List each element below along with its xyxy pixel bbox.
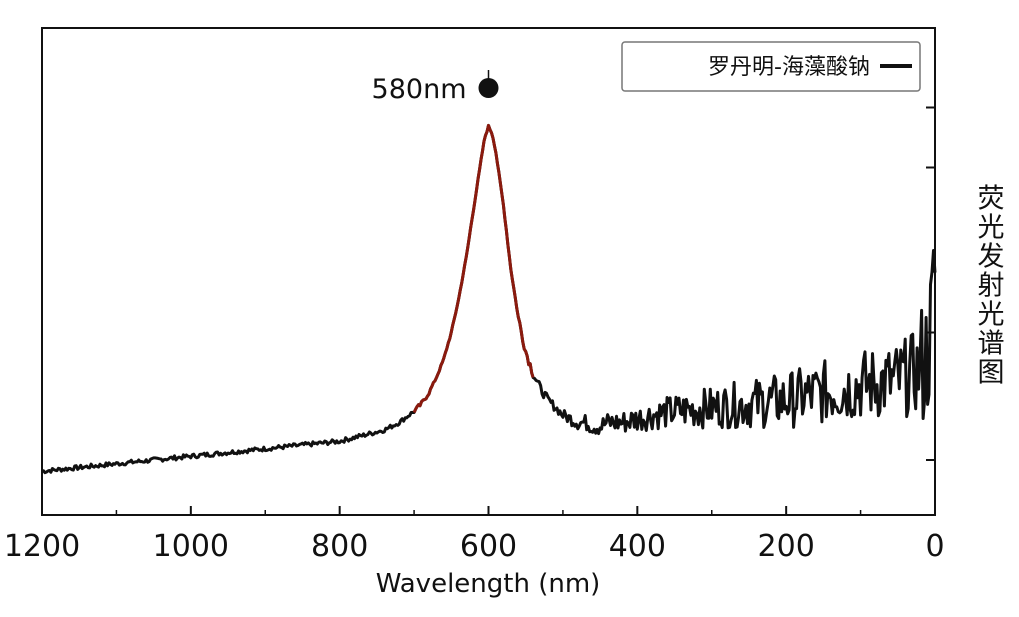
x-tick-label: 400 bbox=[609, 529, 666, 564]
legend-box bbox=[621, 41, 921, 92]
x-axis-ticks: 1200 1000 800 600 400 200 0 bbox=[4, 506, 945, 564]
x-tick-label: 1000 bbox=[153, 529, 229, 564]
x-axis-title: Wavelength (nm) bbox=[376, 569, 601, 599]
x-tick-label: 200 bbox=[758, 529, 815, 564]
peak-marker bbox=[478, 78, 499, 98]
x-tick-label: 0 bbox=[925, 529, 944, 564]
x-tick-label: 600 bbox=[460, 529, 517, 564]
peak-label: 580nm bbox=[372, 74, 467, 105]
x-tick-label: 1200 bbox=[4, 529, 80, 564]
annotations: 580nm bbox=[372, 70, 499, 105]
legend: 罗丹明-海藻酸钠 bbox=[621, 41, 921, 92]
y-axis-title: 荧光发射光谱图 bbox=[973, 183, 1005, 386]
series-line bbox=[41, 123, 937, 475]
series-peak-line bbox=[412, 123, 535, 414]
plot-frame bbox=[41, 27, 936, 516]
legend-label: 罗丹明-海藻酸钠 bbox=[708, 55, 870, 80]
x-tick-label: 800 bbox=[311, 529, 368, 564]
